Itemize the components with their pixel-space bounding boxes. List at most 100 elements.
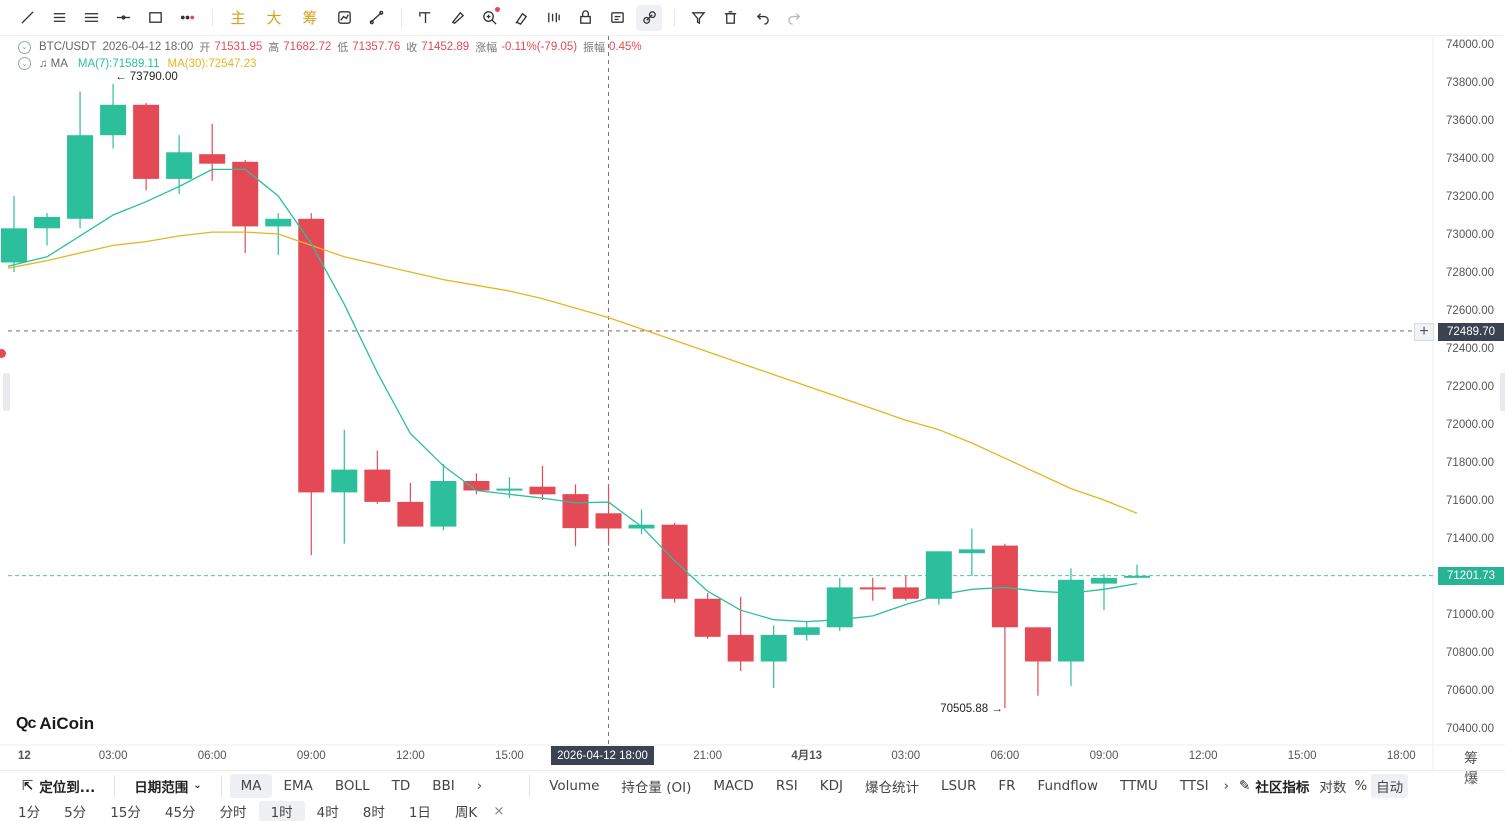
left-panel-handle[interactable] [3,373,10,411]
x-tick-label: 09:00 [1090,750,1119,762]
indicator-macd[interactable]: MACD [713,777,754,794]
percent-scale-toggle[interactable]: % [1354,777,1368,794]
indicator-ttsi[interactable]: TTSI [1179,777,1209,794]
community-label: 社区指标 [1255,779,1310,796]
low-label: 低 [337,41,349,54]
period-1h[interactable]: 1时 [258,801,305,821]
link-icon[interactable] [636,4,662,31]
community-indicators-button[interactable]: ✎ 社区指标 [1233,774,1315,798]
y-tick-label: 71800.00 [1446,457,1494,469]
change-label: 涨幅 [475,41,498,54]
indicator-kdj[interactable]: KDJ [819,777,843,794]
more-main-indicators-icon[interactable]: › [476,777,483,794]
candle-body [958,549,985,554]
candle-body [1024,627,1051,662]
candle-body [496,488,523,491]
candle-body [166,152,193,179]
zoom-in-icon[interactable] [476,5,502,31]
bars-pattern-icon[interactable] [540,5,566,31]
indicator-ema[interactable]: EMA [283,777,313,794]
notification-dot [495,6,500,12]
indicator-bar: ⇱ 定位到... 日期范围 ⌄ MA EMA BOLL TD BBI › Volum… [0,770,1505,800]
period-timeshare[interactable]: 分时 [219,805,247,821]
measure-tool-icon[interactable] [363,5,389,31]
indicator-ma[interactable]: MA [229,773,273,798]
candle-body [34,216,61,229]
eye-off-icon[interactable] [604,5,630,31]
indicator-td[interactable]: TD [391,777,411,794]
last-price-tag: 71201.73 [1438,567,1504,585]
indicator-bbi[interactable]: BBI [432,777,455,794]
edit-icon: ✎ [1239,777,1251,794]
x-tick-label: 12:00 [1189,750,1218,762]
candlestick-chart[interactable]: 74000.00 73800.00 73600.00 73400.00 73200.00… [0,36,1505,770]
candle-body [397,501,424,527]
lock-icon[interactable] [572,5,598,31]
period-15m[interactable]: 15分 [110,805,141,821]
trash-icon[interactable] [717,5,743,31]
mode-chips[interactable]: 筹 [302,9,318,27]
close-label: 收 [406,41,418,54]
auto-scale-toggle[interactable]: 自动 [1371,773,1409,798]
indicator-fr[interactable]: FR [998,777,1016,794]
indicator-rsi[interactable]: RSI [775,777,798,794]
candle-body [232,161,259,227]
ma30-value: MA(30):72547.23 [167,57,257,70]
add-alert-plus-icon[interactable]: + [1414,323,1434,341]
indicator-volume[interactable]: Volume [549,777,600,794]
indicator-lsur[interactable]: LSUR [940,777,977,794]
right-panel-handle[interactable] [1500,373,1505,411]
redo-icon[interactable] [781,5,807,31]
mode-large[interactable]: 大 [266,9,282,27]
period-8h[interactable]: 8时 [362,805,385,821]
aicoin-logo: Qc AiCoin [16,714,94,734]
x-tick-label: 12 [18,750,31,762]
period-1m[interactable]: 1分 [18,805,41,821]
log-scale-toggle[interactable]: 对数 [1319,779,1347,796]
indicator-boll[interactable]: BOLL [334,777,370,794]
date-range-button[interactable]: 日期范围 ⌄ [123,774,212,798]
horizontal-lines-icon[interactable] [78,5,104,31]
collapse-chevron-icon[interactable]: ⌄ [18,57,31,70]
indicator-oi[interactable]: 持仓量 (OI) [621,779,692,796]
more-sub-indicators-icon[interactable]: › [1223,777,1230,794]
mode-main[interactable]: 主 [230,9,246,27]
ma-label: MA [50,57,68,70]
line-tool-icon[interactable] [14,5,40,31]
ma-info-row: ⌄ ♫ MA MA(7):71589.11 MA(30):72547.23 [18,57,256,70]
magnet-icon[interactable] [508,5,534,31]
filter-icon[interactable] [685,5,711,31]
locate-button[interactable]: ⇱ 定位到... [0,774,106,798]
candle-body [298,218,325,493]
locate-label: 定位到... [39,779,96,796]
period-5m[interactable]: 5分 [64,805,87,821]
period-week[interactable]: 周K [454,805,478,821]
brush-tool-icon[interactable] [444,5,470,31]
period-45m[interactable]: 45分 [164,805,196,821]
period-1d[interactable]: 1日 [408,805,431,821]
close-period-icon[interactable]: × [493,803,505,819]
indicator-ttmu[interactable]: TTMU [1120,777,1158,794]
crosshair-time-tag: 2026-04-12 18:00 [551,746,654,765]
axis-corner-label[interactable]: 筹 爆 [1464,751,1484,787]
pattern-tool-icon[interactable] [331,5,357,31]
y-tick-label: 73800.00 [1446,77,1494,89]
y-tick-label: 73600.00 [1446,115,1494,127]
undo-icon[interactable] [749,5,775,31]
candle-body [925,551,952,599]
y-tick-label: 70400.00 [1446,723,1494,735]
collapse-chevron-icon[interactable]: ⌄ [18,40,31,54]
crosshair-price-tag: 72489.70 [1438,323,1504,341]
parallel-lines-icon[interactable] [46,5,72,31]
period-4h[interactable]: 4时 [316,805,339,821]
divider [114,774,116,797]
rectangle-icon[interactable] [142,5,168,31]
indicator-liquidation[interactable]: 爆仓统计 [864,779,919,796]
logo-text: AiCoin [39,714,95,733]
indicator-fundflow[interactable]: Fundflow [1037,777,1099,794]
x-tick-label: 12:00 [396,750,425,762]
text-tool-icon[interactable] [412,5,438,31]
more-tools-icon[interactable] [174,5,200,31]
horizontal-ray-icon[interactable] [110,5,136,31]
bell-icon[interactable]: ♫ [39,57,48,70]
